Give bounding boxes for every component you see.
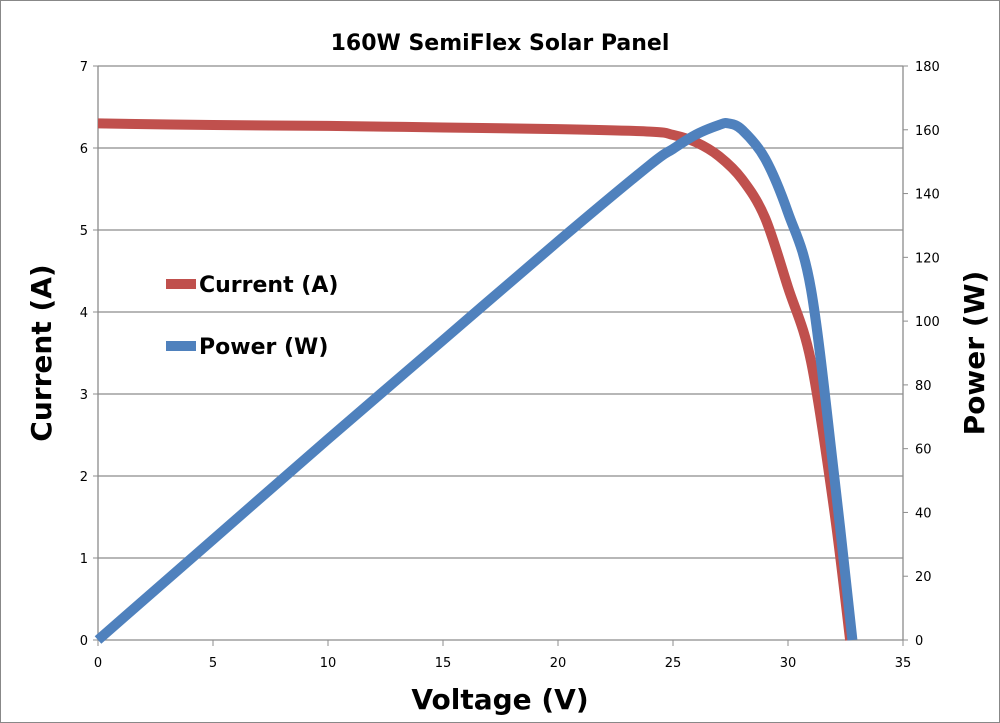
x-tick-label: 15 [435, 656, 452, 671]
y2-tick-label: 180 [915, 60, 940, 75]
y2-tick-label: 80 [915, 379, 932, 394]
x-tick-label: 25 [665, 656, 682, 671]
y-tick-label: 0 [80, 634, 88, 649]
y2-tick-label: 40 [915, 506, 932, 521]
series-lines [94, 118, 858, 644]
y2-tick-label: 20 [915, 570, 932, 585]
y2-tick-label: 140 [915, 188, 940, 203]
y-tick-label: 1 [80, 552, 88, 567]
x-tick-label: 10 [320, 656, 337, 671]
y-tick-label: 7 [80, 60, 88, 75]
x-tick-label: 20 [550, 656, 567, 671]
y-axis-label: Current (A) [25, 264, 58, 441]
y2-tick-label: 0 [915, 634, 923, 649]
y-tick-label: 3 [80, 388, 88, 403]
legend: Current (A) Power (W) [166, 273, 338, 360]
y-tick-label: 2 [80, 470, 88, 485]
tick-labels: 0 1 2 3 4 5 6 7 0 20 40 60 80 100 120 140 160 180 0 5 10 15 20… [80, 60, 940, 671]
x-tick-label: 5 [209, 656, 217, 671]
y2-tick-label: 60 [915, 443, 932, 458]
y-tick-label: 5 [80, 224, 88, 239]
series-line-power [94, 118, 858, 644]
chart-title: 160W SemiFlex Solar Panel [331, 31, 670, 56]
legend-label-current: Current (A) [199, 273, 338, 298]
x-tick-label: 0 [94, 656, 102, 671]
series-line-current [97, 118, 856, 641]
y2-tick-label: 160 [915, 124, 940, 139]
y2-tick-label: 100 [915, 315, 940, 330]
legend-label-power: Power (W) [199, 335, 328, 360]
gridlines [98, 65, 903, 559]
axes [93, 65, 908, 646]
y2-axis-label: Power (W) [958, 271, 991, 436]
y-tick-label: 4 [80, 306, 88, 321]
x-tick-label: 35 [895, 656, 912, 671]
x-axis-label: Voltage (V) [411, 683, 588, 716]
y-tick-label: 6 [80, 142, 88, 157]
x-tick-label: 30 [780, 656, 797, 671]
y2-tick-label: 120 [915, 251, 940, 266]
